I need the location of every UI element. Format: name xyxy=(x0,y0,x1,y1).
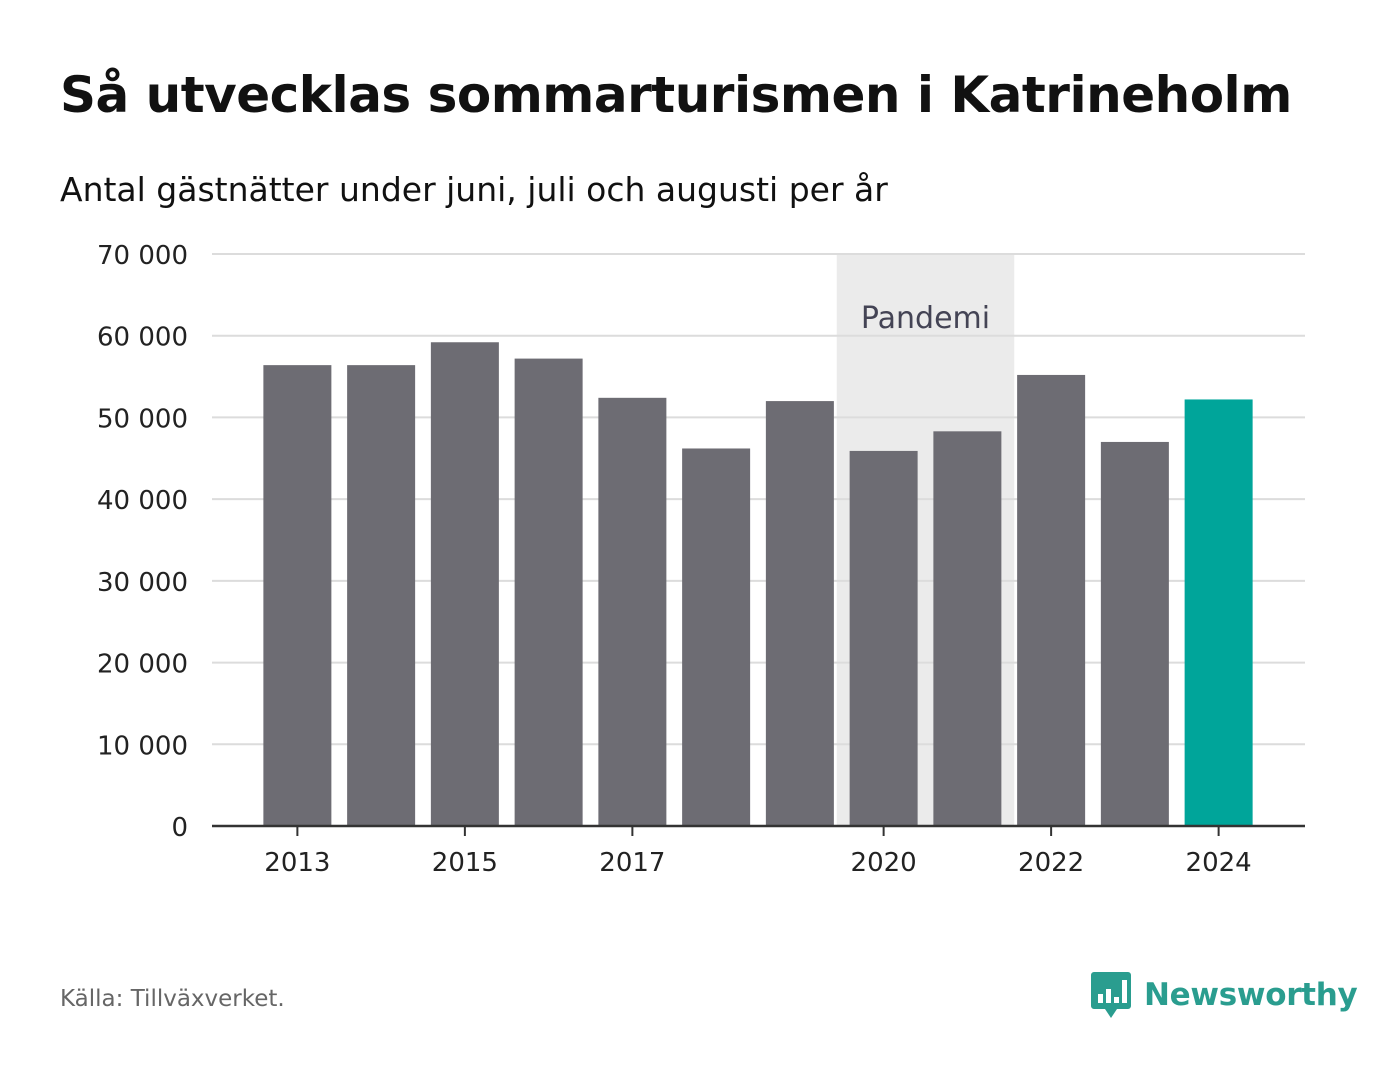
x-tick-label: 2024 xyxy=(1186,848,1252,878)
bar xyxy=(765,401,834,826)
x-tick-label: 2022 xyxy=(1018,848,1084,878)
y-tick-label: 60 000 xyxy=(97,323,188,353)
x-tick-label: 2015 xyxy=(432,848,498,878)
pandemic-label: Pandemi xyxy=(861,301,990,336)
chart-title: Så utvecklas sommarturismen i Katrinehol… xyxy=(60,66,1292,124)
bar xyxy=(682,448,751,826)
y-tick-label: 40 000 xyxy=(97,486,188,516)
bar-highlight xyxy=(1184,399,1253,826)
bar xyxy=(514,358,583,826)
chart-subtitle: Antal gästnätter under juni, juli och au… xyxy=(60,170,888,209)
bar xyxy=(598,397,667,826)
y-tick-label: 50 000 xyxy=(97,404,188,434)
bar xyxy=(430,342,499,826)
bar xyxy=(933,431,1002,826)
brand-logo: Newsworthy xyxy=(1090,970,1358,1020)
x-tick-label: 2013 xyxy=(264,848,330,878)
x-tick-label: 2020 xyxy=(851,848,917,878)
x-tick-label: 2017 xyxy=(599,848,665,878)
y-tick-label: 10 000 xyxy=(97,731,188,761)
y-tick-label: 20 000 xyxy=(97,650,188,680)
bar-chart: 0 10 000 20 000 30 000 40 000 50 000 60 000 70 … xyxy=(97,241,1305,878)
y-tick-label: 0 xyxy=(171,813,188,843)
brand-name: Newsworthy xyxy=(1144,977,1358,1013)
bar xyxy=(263,365,332,826)
source-note: Källa: Tillväxverket. xyxy=(60,986,285,1012)
bar xyxy=(1100,441,1169,826)
newsworthy-logo-icon xyxy=(1091,972,1131,1018)
y-tick-label: 70 000 xyxy=(97,241,188,271)
bar xyxy=(347,365,416,826)
y-tick-label: 30 000 xyxy=(97,568,188,598)
bar xyxy=(849,450,918,826)
bar xyxy=(1017,374,1086,826)
